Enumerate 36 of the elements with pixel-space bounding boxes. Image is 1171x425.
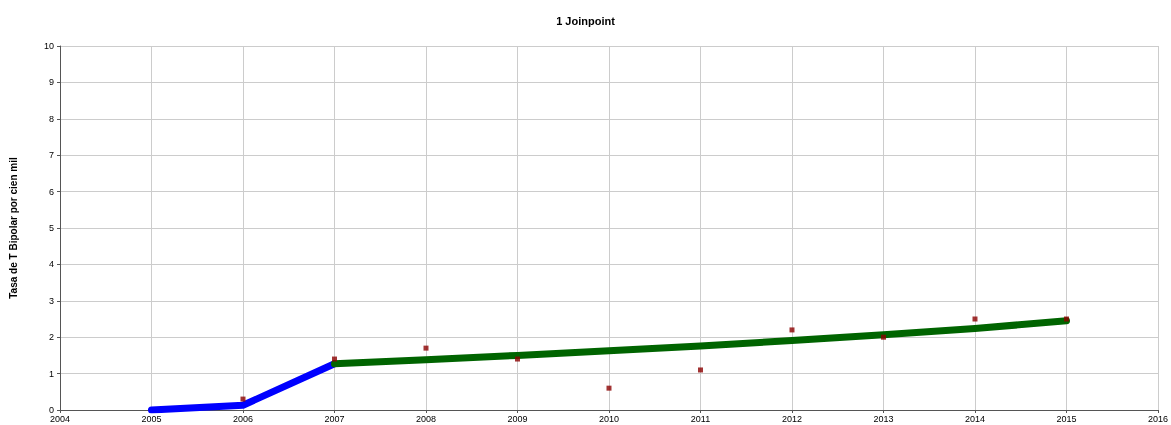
x-tick-label: 2012	[781, 413, 803, 424]
point	[972, 316, 978, 322]
y-tick-label: 9	[48, 77, 54, 88]
y-tick-label: 3	[48, 295, 54, 306]
point	[515, 356, 520, 362]
y-tick-label: 10	[43, 41, 54, 51]
y-tick-label: 1	[48, 368, 54, 379]
point	[697, 367, 703, 373]
point	[423, 345, 429, 351]
y-tick-label: 8	[48, 113, 54, 124]
x-tick-label: 2010	[598, 413, 620, 424]
y-tick-label: 6	[48, 186, 54, 197]
chart-title: 1 Joinpoint	[556, 14, 616, 27]
y-tick-label: 5	[48, 223, 54, 233]
y-tick-label: 7	[48, 150, 54, 161]
point	[880, 334, 886, 340]
y-tick-label: 2	[48, 332, 54, 343]
x-tick-label: 2006	[232, 413, 254, 424]
y-tick-label: 4	[48, 259, 54, 270]
point	[1063, 316, 1069, 322]
x-tick-label: 2009	[507, 413, 528, 424]
point	[789, 327, 795, 333]
point	[332, 356, 337, 362]
x-tick-label: 2007	[324, 413, 345, 424]
x-tick-label: 2016	[1147, 413, 1168, 424]
y-tick-label: 0	[48, 405, 54, 415]
x-tick-label: 2008	[415, 413, 437, 424]
point	[240, 396, 246, 402]
x-tick-label: 2014	[964, 413, 986, 424]
x-tick-label: 2011	[690, 413, 711, 424]
y-axis-title: Tasa de T Bipolar por cien mil	[7, 157, 19, 299]
x-tick-label: 2005	[141, 413, 162, 424]
x-tick-label: 2015	[1056, 413, 1077, 424]
x-tick-label: 2004	[49, 413, 71, 424]
point	[606, 385, 612, 391]
x-tick-label: 2013	[873, 413, 894, 424]
